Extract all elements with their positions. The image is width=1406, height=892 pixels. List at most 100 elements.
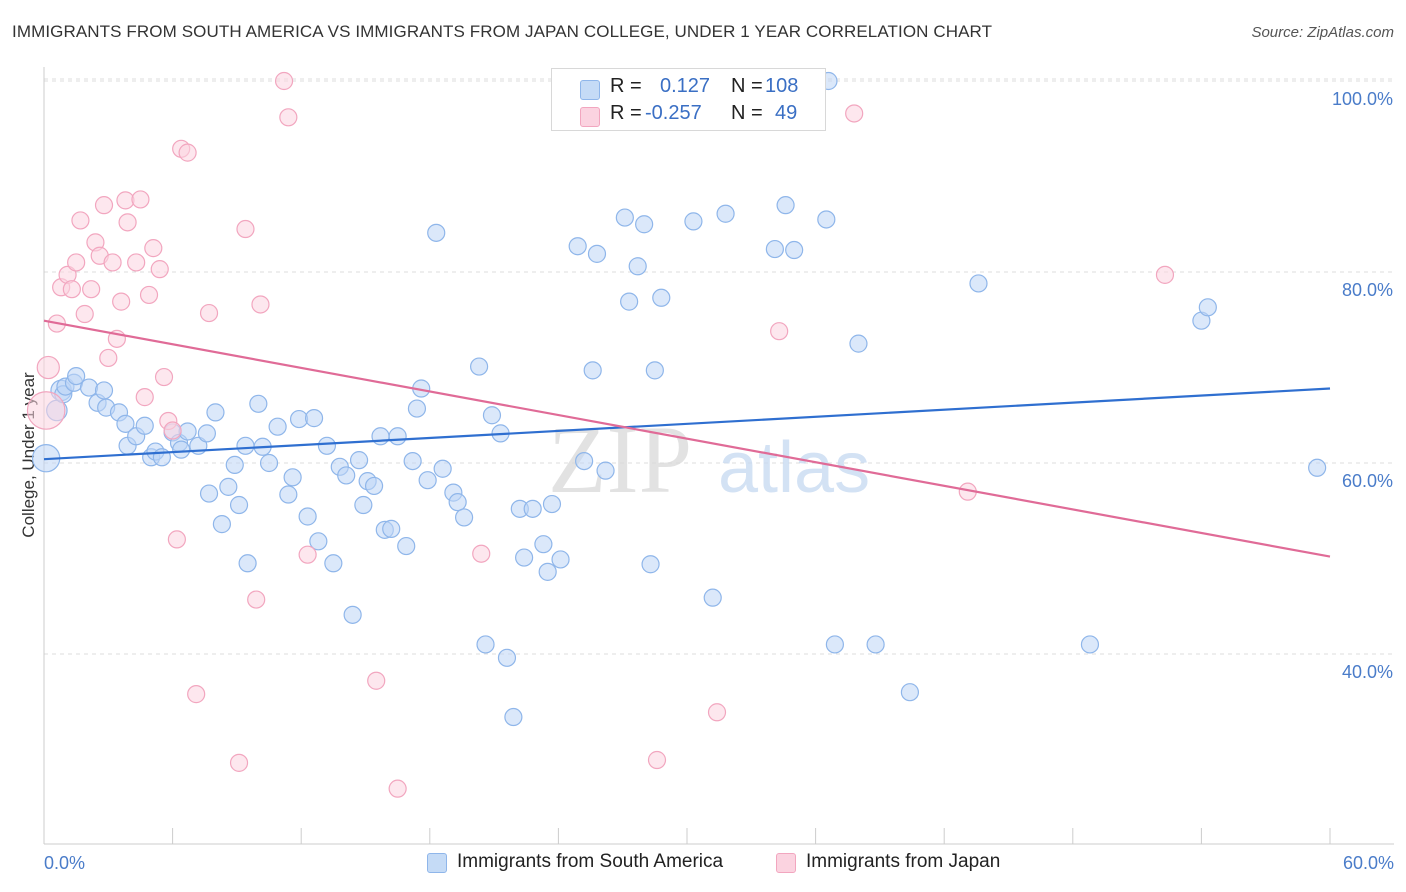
y-tick-label: 40.0% — [1342, 662, 1393, 682]
point-japan — [144, 239, 163, 258]
point-japan — [67, 253, 86, 272]
point-south-america — [238, 554, 257, 573]
point-south-america — [135, 416, 154, 435]
trend-line-south-america — [43, 387, 1331, 461]
point-south-america — [324, 554, 343, 573]
y-tick-label: 80.0% — [1342, 280, 1393, 300]
point-south-america — [225, 455, 244, 475]
point-south-america — [199, 484, 219, 503]
legend-n-value: 49 — [775, 102, 798, 124]
point-south-america — [236, 436, 255, 455]
trend-line-japan — [43, 319, 1331, 558]
point-south-america — [317, 436, 337, 455]
point-south-america — [476, 635, 495, 654]
bottom-legend-label: Immigrants from South America — [457, 851, 724, 872]
point-south-america — [309, 532, 328, 551]
point-south-america — [337, 466, 356, 485]
point-japan — [187, 685, 206, 704]
point-south-america — [172, 440, 191, 459]
x-tick-label-max: 60.0% — [1343, 853, 1394, 873]
point-south-america — [716, 204, 735, 223]
y-tick-labels: 40.0% 60.0% 80.0% 100.0% — [1332, 89, 1393, 682]
point-south-america — [354, 495, 373, 515]
point-south-america — [587, 244, 607, 263]
point-south-america — [268, 417, 287, 436]
point-japan — [154, 367, 174, 387]
point-south-america — [427, 223, 446, 242]
y-tick-label: 60.0% — [1342, 471, 1393, 491]
point-south-america — [197, 424, 216, 443]
point-south-america — [542, 494, 562, 514]
point-south-america — [298, 507, 317, 526]
point-japan — [36, 355, 60, 380]
point-south-america — [635, 215, 654, 234]
point-south-america — [371, 427, 390, 446]
point-south-america — [497, 648, 517, 667]
point-japan — [247, 590, 266, 609]
point-south-america — [515, 548, 534, 567]
y-tick-label: 100.0% — [1332, 89, 1393, 109]
point-south-america — [448, 493, 467, 512]
point-japan — [770, 322, 789, 341]
x-tick-label-min: 0.0% — [44, 853, 85, 873]
legend-n-label: N = — [731, 75, 763, 97]
point-south-america — [1198, 298, 1217, 317]
point-south-america — [212, 515, 231, 534]
point-south-america — [615, 208, 634, 227]
point-south-america — [259, 453, 279, 473]
x-axis-ticks — [43, 828, 1331, 844]
point-south-america — [1308, 458, 1327, 477]
point-japan — [236, 219, 255, 239]
point-japan — [118, 213, 137, 232]
point-south-america — [304, 409, 324, 428]
point-south-america — [67, 366, 86, 386]
legend-swatch-blue — [580, 80, 600, 100]
bottom-legend-label: Immigrants from Japan — [806, 851, 1001, 872]
point-south-america — [765, 239, 784, 259]
point-japan — [229, 753, 249, 772]
point-south-america — [538, 562, 557, 581]
series-south-america — [31, 71, 1327, 727]
chart-source: Source: ZipAtlas.com — [1251, 24, 1394, 41]
point-south-america — [575, 451, 594, 471]
legend-n-label: N = — [731, 102, 763, 124]
point-south-america — [684, 212, 703, 231]
point-japan — [251, 295, 270, 314]
point-japan — [139, 285, 159, 305]
point-south-america — [382, 519, 401, 538]
point-south-america — [596, 461, 615, 480]
point-japan — [472, 544, 491, 563]
point-south-america — [469, 357, 489, 376]
point-south-america — [397, 536, 416, 556]
point-japan — [167, 530, 186, 549]
point-japan — [75, 304, 94, 324]
point-south-america — [645, 361, 664, 380]
bottom-legend-swatch-blue — [427, 853, 447, 873]
point-south-america — [785, 240, 804, 260]
point-south-america — [94, 381, 114, 400]
point-japan — [707, 703, 727, 722]
point-japan — [647, 750, 667, 770]
point-south-america — [279, 485, 298, 504]
point-south-america — [568, 237, 587, 256]
legend-n-value: 108 — [765, 75, 799, 97]
legend-r-label: R = — [610, 102, 642, 124]
point-south-america — [403, 451, 422, 471]
point-japan — [103, 253, 122, 272]
point-japan — [150, 260, 169, 279]
point-japan — [1155, 265, 1175, 284]
point-south-america — [583, 361, 602, 380]
point-south-america — [206, 403, 225, 422]
point-japan — [94, 196, 114, 215]
point-japan — [274, 71, 294, 91]
point-south-america — [178, 422, 197, 441]
correlation-legend: R = 0.127 N = 108 R = -0.257 N = 49 — [551, 68, 826, 131]
point-south-america — [289, 409, 309, 429]
legend-row-japan: R = -0.257 N = 49 — [552, 102, 825, 128]
point-south-america — [407, 399, 427, 418]
point-south-america — [343, 605, 362, 624]
point-south-america — [703, 588, 722, 607]
point-south-america — [534, 535, 553, 554]
point-south-america — [866, 635, 885, 654]
